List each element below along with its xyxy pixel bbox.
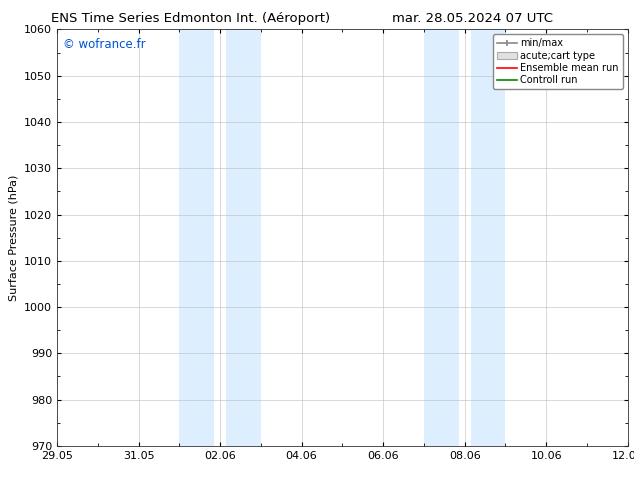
Bar: [424, 29, 458, 446]
Bar: [226, 29, 261, 446]
Y-axis label: Surface Pressure (hPa): Surface Pressure (hPa): [8, 174, 18, 301]
Bar: [470, 29, 505, 446]
Text: ENS Time Series Edmonton Int. (Aéroport): ENS Time Series Edmonton Int. (Aéroport): [51, 12, 330, 25]
Legend: min/max, acute;cart type, Ensemble mean run, Controll run: min/max, acute;cart type, Ensemble mean …: [493, 34, 623, 89]
Text: mar. 28.05.2024 07 UTC: mar. 28.05.2024 07 UTC: [392, 12, 553, 25]
Text: © wofrance.fr: © wofrance.fr: [63, 38, 145, 51]
Bar: [179, 29, 214, 446]
Title: ENS Time Series Edmonton Int. (Aéroport)        mar. 28.05.2024 07 UTC: ENS Time Series Edmonton Int. (Aéroport)…: [0, 489, 1, 490]
